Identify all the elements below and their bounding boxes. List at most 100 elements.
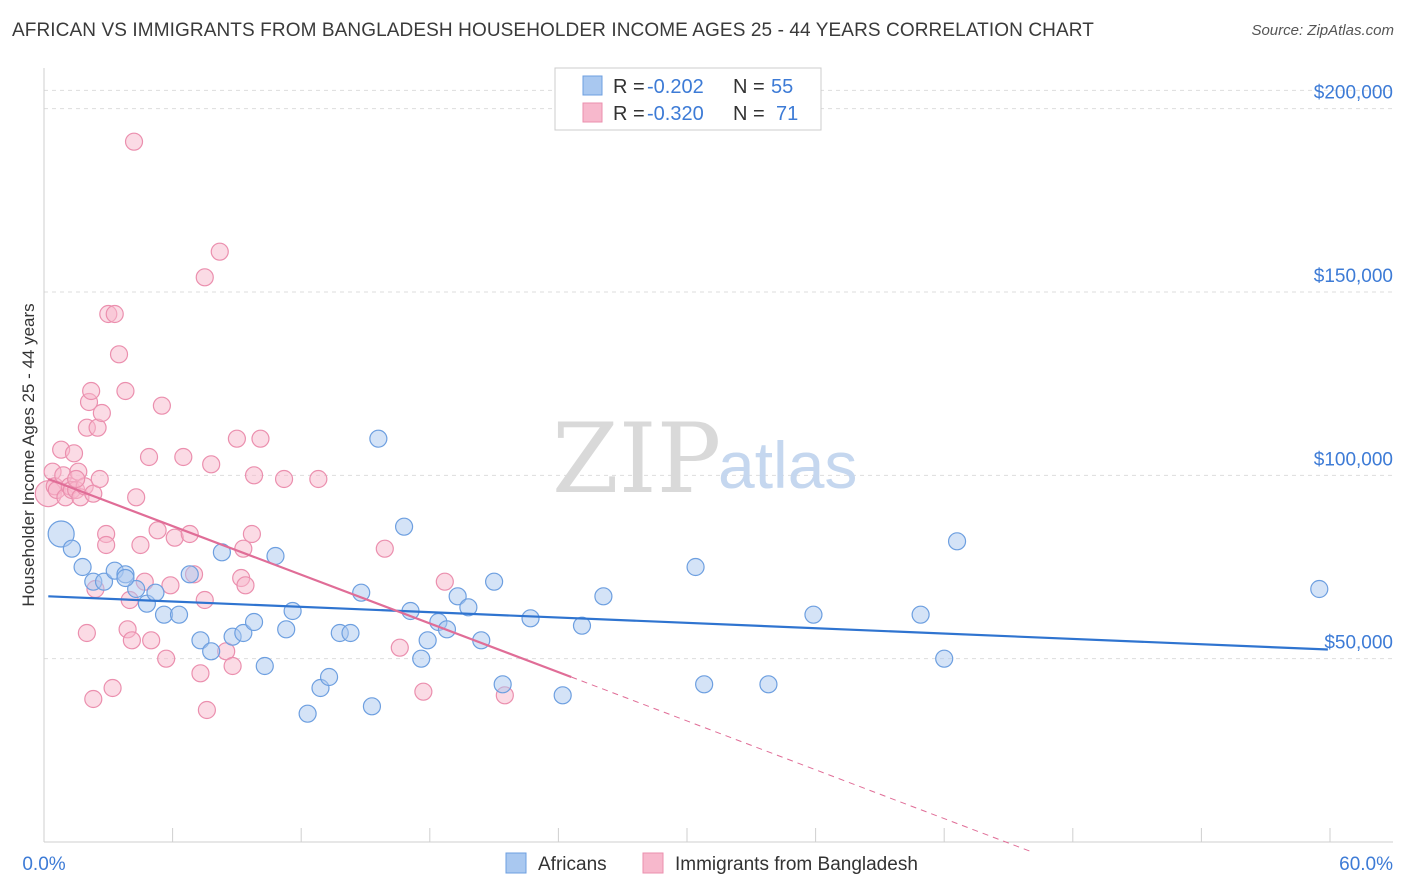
bangladesh-point-62 [251,429,270,448]
africans-point-22 [283,601,302,621]
legend-box: R = -0.202 N = 55 R = -0.320 N = 71 [554,67,822,131]
chart-title: AFRICAN VS IMMIGRANTS FROM BANGLADESH HO… [12,20,1094,41]
africans-point-50 [911,605,930,624]
africans-point-53 [1310,579,1329,599]
legend-r-label-2: R = [613,103,645,125]
africans-point-4 [94,572,114,591]
bangladesh-point-43 [174,447,193,467]
africans-point-17 [234,623,253,643]
africans-point-19 [255,656,274,676]
bangladesh-point-63 [274,469,294,489]
bangladesh-point-20 [92,403,111,423]
africans-point-13 [191,631,210,650]
africans-point-30 [369,429,388,448]
bangladesh-point-27 [105,304,124,324]
legend-r-value-1: -0.202 [647,76,704,98]
y-tick-label-0: $50,000 [1324,633,1393,654]
bangladesh-point-16 [82,381,101,401]
bangladesh-point-33 [127,488,146,507]
bangladesh-point-65 [375,539,394,558]
watermark-zip: ZIP [552,403,721,515]
africans-point-34 [418,631,437,650]
bangladesh-point-55 [236,576,255,595]
watermark: ZIP atlas [552,403,857,515]
legend-r-value-2: -0.320 [647,103,704,125]
legend-r-label-1: R = [613,76,645,98]
bangladesh-point-50 [210,242,229,261]
africans-point-38 [459,598,478,617]
bangladesh-point-67 [414,682,433,701]
y-tick-label-2: $150,000 [1314,266,1393,287]
africans-point-33 [412,649,431,668]
bangladesh-point-18 [67,469,86,489]
bangladesh-point-47 [195,590,214,610]
africans-point-52 [947,532,967,551]
legend-n-value-1: 55 [771,76,793,98]
africans-point-9 [146,583,165,602]
africans-point-18 [244,612,264,632]
africans-point-47 [695,675,714,694]
source-credit: Source: ZipAtlas.com [1251,22,1394,39]
bangladesh-point-22 [97,535,116,555]
africans-point-42 [521,609,540,628]
africans-trend-line [48,595,1328,651]
bangladesh-point-58 [197,700,216,720]
africans-point-43 [553,686,572,705]
bangladesh-point-38 [148,521,167,540]
series-africans-points [47,429,1329,723]
legend-n-label-2: N = [733,103,765,125]
bangladesh-point-28 [109,345,129,364]
africans-point-23 [298,704,317,723]
africans-point-1 [62,539,81,558]
axes [43,68,1393,843]
bangladesh-point-70 [90,469,109,489]
africans-point-14 [202,642,221,661]
y-tick-label-3: $200,000 [1314,83,1393,104]
africans-point-41 [493,675,512,694]
africans-point-7 [127,579,146,599]
bangladesh-point-37 [142,631,161,650]
africans-point-49 [804,605,823,624]
bangladesh-point-34 [131,535,150,555]
bangladesh-point-60 [124,132,144,151]
africans-point-45 [594,587,613,606]
y-axis-label: Householder Income Ages 25 - 44 years [19,303,38,606]
legend-n-label-1: N = [733,76,765,98]
legend-swatch-africans [582,75,603,96]
x-tick-labels: 0.0% 60.0% [22,854,1393,875]
africans-point-31 [394,517,414,536]
bangladesh-point-68 [435,572,454,591]
bangladesh-point-49 [202,455,221,474]
africans-point-11 [169,605,189,624]
africans-point-27 [341,623,360,643]
africans-point-40 [485,572,504,591]
africans-point-51 [935,649,954,668]
africans-point-48 [759,675,778,694]
bottom-legend: Africans Immigrants from Bangladesh [505,852,918,875]
bangladesh-point-29 [116,381,135,401]
africans-point-2 [73,557,92,577]
bangladesh-point-66 [390,638,409,657]
bangladesh-point-64 [309,469,328,489]
africans-point-25 [319,667,339,687]
bangladesh-point-52 [223,656,242,676]
bangladesh-point-25 [84,689,103,709]
x-tick-label-min: 0.0% [22,854,65,875]
bottom-legend-africans: Africans [538,854,607,875]
x-tick-label-max: 60.0% [1339,854,1393,875]
africans-point-44 [572,616,592,635]
bangladesh-point-39 [152,396,171,415]
bangladesh-point-42 [165,528,184,547]
bangladesh-point-36 [139,447,159,467]
bangladesh-trend-line [47,477,572,679]
bottom-legend-swatch-africans [505,852,527,874]
bangladesh-point-40 [157,649,176,668]
watermark-atlas: atlas [718,428,857,502]
bangladesh-point-56 [242,524,262,544]
bangladesh-point-61 [244,466,264,485]
africans-point-0 [47,520,75,548]
bangladesh-point-46 [191,664,210,683]
africans-point-46 [686,557,705,577]
africans-point-12 [180,565,199,584]
